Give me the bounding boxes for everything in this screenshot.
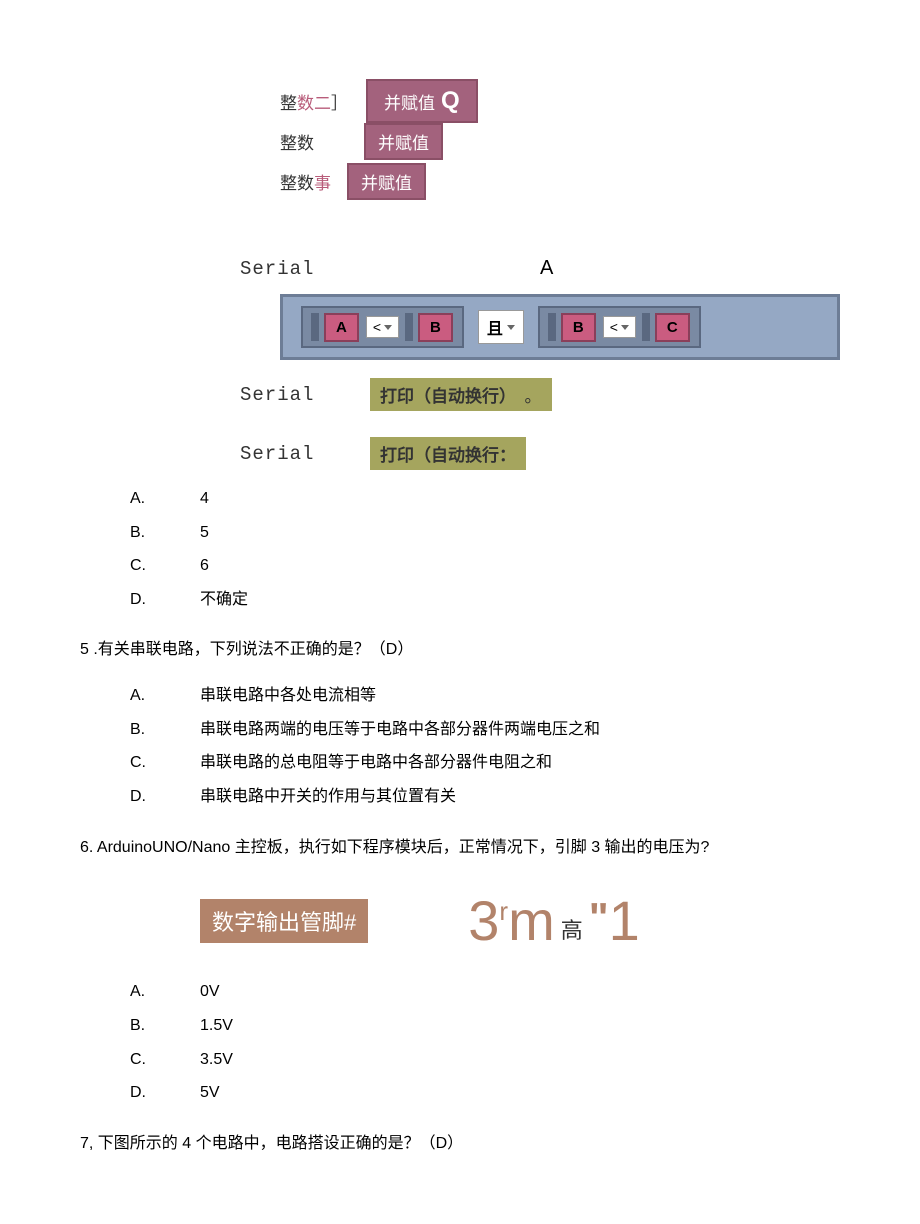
q6-b: B.1.5V [130,1013,840,1039]
print-block-2: 打印（自动换行： [370,437,526,470]
pin-block-section: 数字输出管脚# 3rm 高 "1 [200,888,840,953]
q5-d: D.串联电路中开关的作用与其位置有关 [130,784,840,810]
var-a: A [324,313,359,342]
var-row-2: 整数 并赋值 [280,125,840,157]
notch-icon [405,313,413,341]
q4-b: B.5 [130,520,840,546]
var-label-1: 整数二］ [280,89,348,114]
digital-pin-block: 数字输出管脚# [200,899,368,943]
q4-c: C.6 [130,553,840,579]
q5-a: A.串联电路中各处电流相等 [130,683,840,709]
q5-stem: 5 .有关串联电路，下列说法不正确的是？（D） [80,636,840,665]
notch-icon [311,313,319,341]
compare-left: A < B [301,306,464,348]
assign-block-2: 并赋值 [364,123,443,160]
q4-answers: A.4 B.5 C.6 D.不确定 [130,486,840,612]
q4-a: A.4 [130,486,840,512]
q4-d: D.不确定 [130,587,840,613]
chevron-down-icon [621,325,629,330]
q6-stem: 6. ArduinoUNO/Nano 主控板，执行如下程序模块后，正常情况下，引… [80,834,840,863]
compare-container: A < B 且 B < C [280,294,840,360]
var-label-3: 整数事 [280,169,331,194]
serial-letter-a: A [540,257,553,280]
q5-c: C.串联电路的总电阻等于电路中各部分器件电阻之和 [130,750,840,776]
and-operator: 且 [478,310,524,344]
serial-print-2-row: Serial 打印（自动换行： [240,437,840,470]
serial-row-header: Serial A [240,257,840,280]
assign-block-3: 并赋值 [347,163,426,200]
q6-a: A.0V [130,979,840,1005]
var-label-2: 整数 [280,129,314,154]
print-block-1: 打印（自动换行） 。 [370,378,552,411]
notch-icon [548,313,556,341]
serial-label-1: Serial [240,258,370,280]
serial-print-1-row: Serial 打印（自动换行） 。 [240,378,840,411]
var-b: B [418,313,453,342]
q5-b: B.串联电路两端的电压等于电路中各部分器件两端电压之和 [130,717,840,743]
chevron-down-icon [384,325,392,330]
q5-answers: A.串联电路中各处电流相等 B.串联电路两端的电压等于电路中各部分器件两端电压之… [130,683,840,809]
assign-block-1: 并赋值Q [366,79,478,123]
op-less-2: < [603,316,636,338]
serial-section: Serial A [240,257,840,280]
q7-stem: 7, 下图所示的 4 个电路中，电路搭设正确的是？（D） [80,1130,840,1159]
serial-label-2: Serial [240,384,370,406]
var-b2: B [561,313,596,342]
pin-value-display: 3rm 高 "1 [468,888,640,953]
chevron-down-icon [507,325,515,330]
q6-c: C.3.5V [130,1047,840,1073]
notch-icon [642,313,650,341]
q6-d: D.5V [130,1080,840,1106]
serial-label-3: Serial [240,443,370,465]
var-c: C [655,313,690,342]
var-row-1: 整数二］ 并赋值Q [280,85,840,117]
compare-block: A < B 且 B < C [280,294,840,360]
compare-right: B < C [538,306,701,348]
op-less-1: < [366,316,399,338]
var-row-3: 整数事 并赋值 [280,165,840,197]
q6-answers: A.0V B.1.5V C.3.5V D.5V [130,979,840,1105]
variable-blocks: 整数二］ 并赋值Q 整数 并赋值 整数事 并赋值 [280,85,840,197]
